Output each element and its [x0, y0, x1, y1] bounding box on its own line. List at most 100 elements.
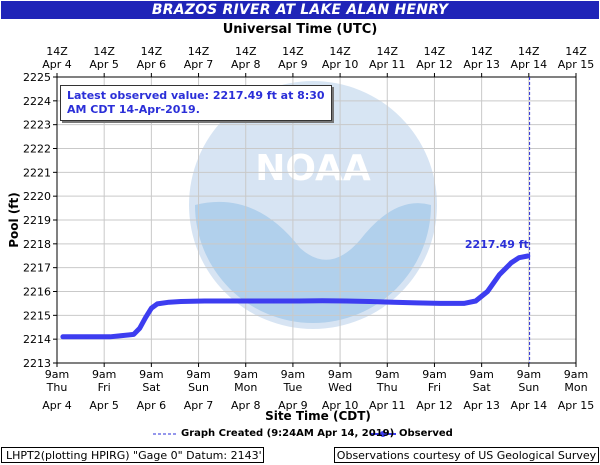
x-top-tick-time-label: 14Z — [282, 45, 304, 58]
x-tick-time-label: 9am — [469, 368, 493, 381]
x-tick-date-label: Apr 9 — [278, 399, 308, 412]
x-tick-time-label: 9am — [45, 368, 69, 381]
x-top-tick-time-label: 14Z — [565, 45, 587, 58]
x-tick-day-label: Thu — [376, 381, 398, 394]
x-top-tick-date-label: Apr 11 — [369, 58, 406, 71]
x-tick-time-label: 9am — [281, 368, 305, 381]
observed-point — [72, 334, 77, 339]
observed-point — [84, 334, 89, 339]
y-tick-label: 2225 — [23, 71, 51, 84]
x-axis-label: Site Time (CDT) — [265, 409, 371, 423]
y-axis-label: Pool (ft) — [7, 192, 21, 248]
x-tick-date-label: Apr 4 — [42, 399, 72, 412]
y-tick-label: 2219 — [23, 214, 51, 227]
x-top-tick-date-label: Apr 7 — [184, 58, 214, 71]
observed-point — [343, 299, 348, 304]
y-tick-label: 2224 — [23, 95, 51, 108]
footer-attribution: Observations courtesy of US Geological S… — [334, 447, 599, 463]
x-top-tick-time-label: 14Z — [424, 45, 446, 58]
x-tick-time-label: 9am — [517, 368, 541, 381]
observed-point — [320, 298, 325, 303]
x-top-tick-time-label: 14Z — [93, 45, 115, 58]
observed-point — [485, 289, 490, 294]
x-tick-time-label: 9am — [186, 368, 210, 381]
x-tick-time-label: 9am — [139, 368, 163, 381]
x-top-tick-time-label: 14Z — [235, 45, 257, 58]
x-tick-day-label: Fri — [428, 381, 441, 394]
y-tick-label: 2223 — [23, 119, 51, 132]
top-axis-title: Universal Time (UTC) — [222, 22, 378, 37]
y-tick-label: 2220 — [23, 190, 51, 203]
x-tick-day-label: Sat — [142, 381, 161, 394]
observed-legend-label: Observed — [399, 428, 453, 439]
observed-point — [367, 299, 372, 304]
x-tick-time-label: 9am — [92, 368, 116, 381]
legend: Graph Created (9:24AM Apr 14, 2019) Obse… — [0, 426, 600, 442]
observed-point — [202, 299, 207, 304]
x-tick-date-label: Apr 7 — [184, 399, 214, 412]
x-top-tick-time-label: 14Z — [329, 45, 351, 58]
x-top-tick-time-label: 14Z — [376, 45, 398, 58]
observed-point — [391, 300, 396, 305]
x-top-tick-date-label: Apr 8 — [231, 58, 261, 71]
x-tick-date-label: Apr 10 — [322, 399, 359, 412]
observed-point — [509, 260, 514, 265]
observed-point — [273, 299, 278, 304]
x-top-tick-date-label: Apr 10 — [322, 58, 359, 71]
x-top-tick-date-label: Apr 5 — [89, 58, 119, 71]
y-axis: 2213 2214 2215 2216 2217 2218 2219 2220 2221 2222… — [23, 71, 57, 370]
y-tick-label: 2217 — [23, 262, 51, 275]
y-tick-label: 2216 — [23, 286, 51, 299]
observed-point — [438, 301, 443, 306]
x-tick-time-label: 9am — [564, 368, 588, 381]
observed-point — [149, 306, 154, 311]
y-tick-label: 2222 — [23, 143, 51, 156]
x-tick-time-label: 9am — [233, 368, 257, 381]
x-tick-day-label: Sun — [518, 381, 539, 394]
latest-observed-box: Latest observed value: 2217.49 ft at 8:3… — [60, 85, 332, 121]
noaa-logo-watermark: NOAA — [189, 81, 437, 329]
footer-datum: LHPT2(plotting HPIRG) "Gage 0" Datum: 21… — [1, 447, 264, 463]
svg-text:NOAA: NOAA — [255, 148, 371, 189]
x-tick-date-label: Apr 6 — [137, 399, 167, 412]
x-top-tick-time-label: 14Z — [188, 45, 210, 58]
x-tick-day-label: Tue — [283, 381, 303, 394]
x-tick-date-label: Apr 12 — [416, 399, 453, 412]
x-tick-date-label: Apr 11 — [369, 399, 406, 412]
observed-point — [143, 315, 148, 320]
x-tick-date-label: Apr 8 — [231, 399, 261, 412]
x-top-tick-date-label: Apr 14 — [511, 58, 548, 71]
x-tick-date-label: Apr 14 — [511, 399, 548, 412]
x-top-tick-date-label: Apr 9 — [278, 58, 308, 71]
observed-point — [473, 299, 478, 304]
observed-point — [108, 334, 113, 339]
y-tick-label: 2213 — [23, 357, 51, 370]
observed-point — [497, 272, 502, 277]
x-top-tick-time-label: 14Z — [46, 45, 68, 58]
x-top-tick-time-label: 14Z — [518, 45, 540, 58]
x-tick-day-label: Thu — [46, 381, 68, 394]
x-tick-time-label: 9am — [328, 368, 352, 381]
x-top-tick-time-label: 14Z — [141, 45, 163, 58]
graph-created-legend-label: Graph Created (9:24AM Apr 14, 2019) — [181, 428, 395, 439]
x-tick-date-label: Apr 13 — [463, 399, 500, 412]
observed-point — [414, 300, 419, 305]
observed-point — [137, 326, 142, 331]
observed-point — [249, 299, 254, 304]
observed-point — [60, 334, 65, 339]
x-top-tick-date-label: Apr 6 — [137, 58, 167, 71]
x-tick-time-label: 9am — [422, 368, 446, 381]
observed-point — [461, 301, 466, 306]
observed-point — [516, 255, 521, 260]
observed-point — [226, 299, 231, 304]
observed-series: 2217.49 ft — [60, 77, 531, 363]
observed-legend-marker — [380, 431, 386, 437]
x-top-tick-date-label: Apr 13 — [463, 58, 500, 71]
y-tick-label: 2221 — [23, 166, 51, 179]
latest-value-label: 2217.49 ft — [465, 238, 529, 251]
observed-point — [119, 333, 124, 338]
x-tick-day-label: Wed — [328, 381, 352, 394]
y-tick-label: 2214 — [23, 333, 51, 346]
